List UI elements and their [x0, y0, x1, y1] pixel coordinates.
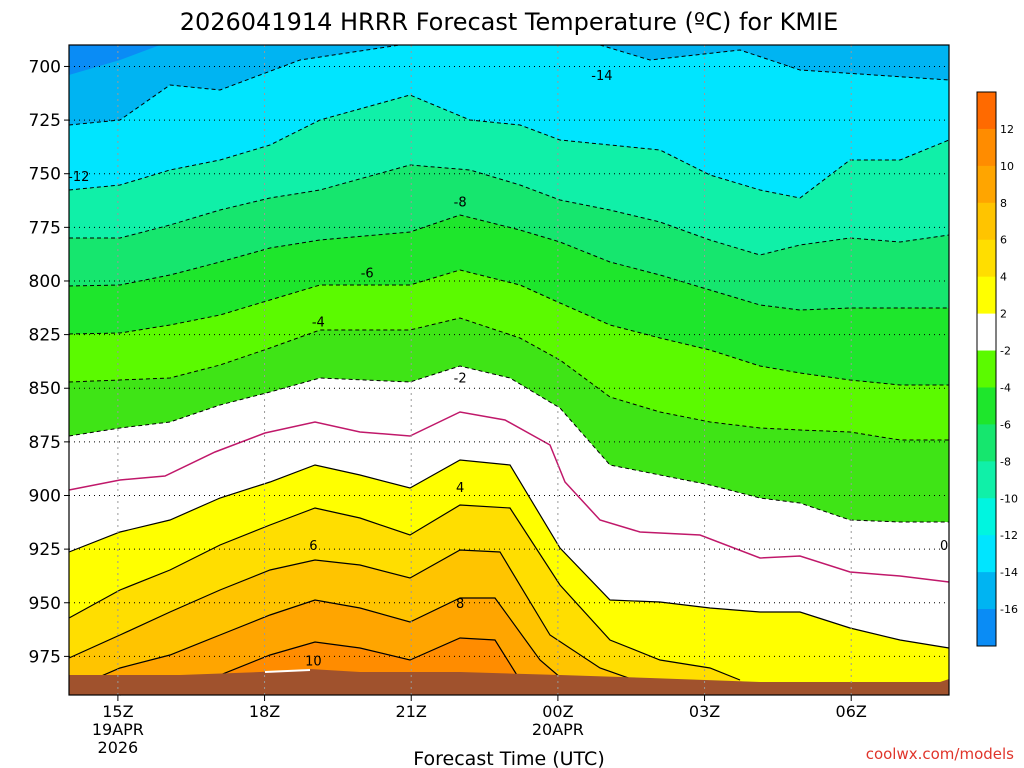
contour-label: -2 [454, 372, 467, 387]
colorbar-swatch [977, 572, 996, 610]
x-tick-label: 00Z [542, 702, 573, 721]
colorbar-label: -16 [1000, 603, 1018, 616]
x-tick-year: 2026 [98, 738, 139, 757]
colorbar-swatch [977, 128, 996, 167]
colorbar-swatch [977, 276, 996, 315]
colorbar-swatch [977, 313, 996, 352]
band-minus-4-green [69, 318, 949, 522]
x-tick-label: 03Z [689, 702, 720, 721]
contour-label: 8 [456, 597, 464, 612]
x-tick-date: 19APR [92, 720, 144, 739]
y-tick-label: 975 [29, 647, 61, 667]
y-tick-label: 900 [29, 486, 61, 506]
solid-contours [68, 459, 950, 696]
colorbar-swatch [977, 239, 996, 278]
y-axis-ticks: 700 725 750 775 800 825 850 875 900 925 950 975 [29, 57, 69, 667]
colorbar-label: 12 [1000, 123, 1014, 136]
ground-edge [264, 669, 311, 673]
contour-label: -4 [312, 316, 325, 331]
colorbar-label: 4 [1000, 271, 1007, 284]
x-axis-title: Forecast Time (UTC) [413, 748, 604, 768]
colorbar-label: -4 [1000, 381, 1011, 394]
chart-title: 2026041914 HRRR Forecast Temperature (ºC… [180, 8, 839, 36]
y-tick-label: 850 [29, 379, 61, 399]
colorbar-label: -12 [1000, 529, 1018, 542]
colorbar-swatch [977, 609, 996, 647]
colorbar-swatch [977, 535, 996, 573]
dashed-contours [68, 44, 950, 523]
colorbar-swatch [977, 424, 996, 462]
zero-contour [68, 411, 950, 583]
colorbar-swatch [977, 498, 996, 536]
contour-label: 6 [309, 539, 317, 554]
y-tick-label: 700 [29, 57, 61, 77]
ground-terrain [69, 669, 949, 695]
colorbar-label: 6 [1000, 234, 1007, 247]
contour-label: 10 [305, 655, 322, 670]
y-tick-label: 800 [29, 272, 61, 292]
colorbar-label: -14 [1000, 566, 1018, 579]
x-tick-label: 15Z [102, 702, 133, 721]
y-tick-label: 750 [29, 165, 61, 185]
y-tick-label: 875 [29, 433, 61, 453]
contour-label: -8 [454, 196, 467, 211]
colorbar-border [976, 91, 997, 647]
contour-label: -12 [68, 170, 89, 185]
credit-text: coolwx.com/models [866, 745, 1014, 763]
colorbar-swatch [977, 202, 996, 241]
x-tick-date: 20APR [532, 720, 584, 739]
plot-border [68, 44, 950, 696]
colorbar-label: -10 [1000, 492, 1018, 505]
x-tick-label: 18Z [249, 702, 280, 721]
y-tick-label: 825 [29, 326, 61, 346]
y-tick-label: 950 [29, 594, 61, 614]
contour-label: 0 [940, 539, 948, 554]
contour-labels: -14 -12 -8 -6 -4 -2 0 4 6 8 10 [68, 69, 948, 670]
band-minus-18 [69, 45, 160, 75]
contour-label: 4 [456, 481, 464, 496]
colorbar-label: -8 [1000, 455, 1011, 468]
colorbar-label: 8 [1000, 197, 1007, 210]
plot-area: -14 -12 -8 -6 -4 -2 0 4 6 8 10 [68, 44, 950, 696]
y-tick-label: 925 [29, 540, 61, 560]
band-minus-16 [69, 45, 949, 125]
colorbar-label: 2 [1000, 308, 1007, 321]
colorbar-swatch [977, 461, 996, 499]
colorbar: 12 10 8 6 4 2 -2 -4 -6 -8 -10 -12 -14 -16 [976, 91, 1018, 647]
colorbar-swatch [977, 165, 996, 204]
grid-lines [69, 45, 949, 695]
y-tick-label: 725 [29, 111, 61, 131]
colorbar-swatch [977, 350, 996, 388]
x-tick-label: 21Z [396, 702, 427, 721]
y-tick-label: 775 [29, 218, 61, 238]
colorbar-label: -6 [1000, 418, 1011, 431]
colorbar-label: -2 [1000, 345, 1011, 358]
colorbar-label: 10 [1000, 160, 1014, 173]
colorbar-swatch [977, 92, 996, 130]
contour-label: -6 [361, 266, 374, 281]
contour-label: -14 [591, 69, 612, 84]
x-tick-label: 06Z [836, 702, 867, 721]
colorbar-swatch [977, 387, 996, 425]
